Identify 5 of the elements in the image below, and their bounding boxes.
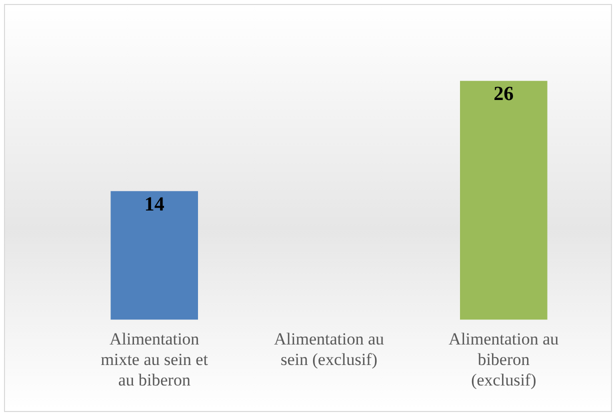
data-label: 14 [144,193,164,216]
x-tick-label: Alimentation au biberon (exclusif) [448,329,560,390]
data-label: 26 [494,83,514,106]
x-tick-label: Alimentation au sein (exclusif) [274,329,384,369]
x-tick-label: Alimentation mixte au sein et au biberon [100,329,208,390]
